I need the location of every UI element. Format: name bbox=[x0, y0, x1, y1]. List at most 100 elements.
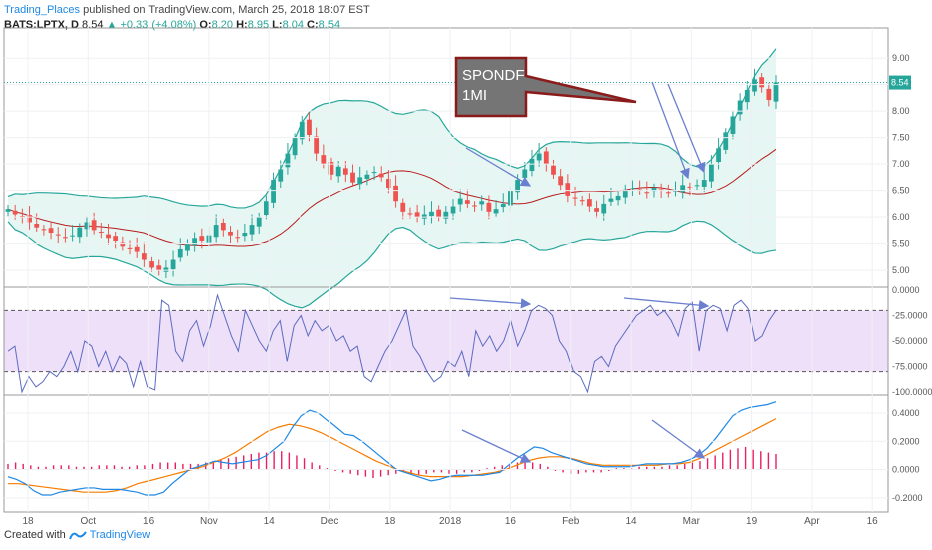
annotation-arrow bbox=[461, 429, 532, 463]
candle-body bbox=[278, 169, 284, 182]
candle-body bbox=[371, 172, 377, 174]
candle-body bbox=[486, 202, 492, 212]
x-tick-label: 14 bbox=[264, 516, 276, 527]
candle-body bbox=[77, 227, 83, 238]
candle-body bbox=[364, 174, 370, 179]
candle-body bbox=[91, 220, 97, 231]
candle-body bbox=[773, 82, 779, 102]
x-tick-label: Nov bbox=[200, 516, 218, 527]
wr-y-tick-label: -50.0000 bbox=[892, 336, 928, 346]
publisher-link[interactable]: Trading_Places bbox=[4, 4, 81, 16]
annotation-arrow bbox=[623, 297, 710, 311]
basis-line bbox=[7, 148, 777, 247]
candle-body bbox=[163, 267, 169, 272]
candle-body bbox=[515, 180, 521, 193]
price-y-tick-label: 5.50 bbox=[892, 239, 910, 249]
candle-body bbox=[34, 224, 40, 228]
candle-body bbox=[55, 234, 61, 236]
candle-body bbox=[421, 214, 427, 219]
price-y-tick-label: 5.00 bbox=[892, 265, 910, 275]
close-label: C: bbox=[307, 19, 319, 31]
candle-body bbox=[19, 216, 25, 218]
candle-body bbox=[414, 212, 420, 218]
candle-body bbox=[464, 200, 470, 204]
macd-y-tick-label: -0.2000 bbox=[892, 493, 923, 503]
price-y-tick-label: 7.50 bbox=[892, 133, 910, 143]
macd-panel bbox=[7, 401, 777, 496]
candle-body bbox=[12, 210, 18, 215]
candle-body bbox=[113, 236, 119, 241]
candle-body bbox=[393, 185, 398, 202]
candle-body bbox=[242, 233, 248, 237]
annotation-arrow bbox=[651, 81, 690, 180]
candle-body bbox=[307, 119, 312, 136]
candle-body bbox=[220, 222, 226, 231]
candle-body bbox=[70, 235, 75, 237]
candle-body bbox=[156, 265, 162, 271]
candle-body bbox=[134, 246, 140, 252]
candle-body bbox=[723, 132, 729, 150]
footer: Created with TradingView bbox=[4, 529, 150, 541]
axes: 18 Oct 16 Nov 14 Dec 18 2018 16 Feb 14 Mar 19 Apr 16 9.… bbox=[3, 27, 932, 527]
annotation-arrow bbox=[465, 147, 532, 187]
candle-body bbox=[551, 165, 556, 175]
candle-body bbox=[27, 215, 32, 223]
candle-body bbox=[622, 190, 628, 198]
candle-body bbox=[637, 189, 643, 191]
x-tick-label: Dec bbox=[321, 516, 339, 527]
bollinger-lower-line bbox=[7, 220, 777, 309]
candle-body bbox=[436, 209, 442, 218]
candle-body bbox=[141, 253, 147, 260]
candle-body bbox=[558, 176, 564, 186]
low-label: L: bbox=[272, 19, 283, 31]
candle-body bbox=[687, 186, 693, 188]
created-with-text: Created with bbox=[4, 529, 66, 541]
annotation-arrow bbox=[449, 297, 532, 309]
price-y-tick-label: 7.00 bbox=[892, 159, 910, 169]
candle-body bbox=[450, 206, 456, 214]
annotation-arrow bbox=[651, 419, 706, 459]
candle-body bbox=[644, 192, 650, 194]
candle-body bbox=[235, 237, 241, 239]
candle-body bbox=[701, 180, 707, 187]
wr-y-tick-label: -75.0000 bbox=[892, 361, 928, 371]
x-tick-label: 16 bbox=[143, 516, 155, 527]
callout-text: SPONDF bbox=[462, 67, 525, 84]
candle-body bbox=[292, 137, 298, 156]
candle-body bbox=[536, 153, 542, 161]
candle-body bbox=[386, 178, 391, 188]
candle-body bbox=[572, 197, 578, 199]
candle-body bbox=[357, 177, 363, 185]
candle-body bbox=[565, 183, 571, 196]
wr-y-tick-label: -100.0000 bbox=[892, 387, 932, 397]
x-tick-label: Apr bbox=[804, 516, 820, 527]
candle-body bbox=[443, 211, 449, 219]
x-tick-label: 19 bbox=[746, 516, 758, 527]
overbought-oversold-band bbox=[4, 310, 888, 372]
tradingview-brand[interactable]: TradingView bbox=[89, 529, 151, 541]
candle-body bbox=[615, 195, 621, 201]
candle-body bbox=[335, 166, 341, 177]
candle-body bbox=[759, 77, 765, 88]
candle-body bbox=[744, 89, 750, 103]
price-y-tick-label: 6.00 bbox=[892, 212, 910, 222]
candle-body bbox=[752, 79, 757, 92]
x-tick-label: Oct bbox=[81, 516, 97, 527]
x-tick-label: 16 bbox=[505, 516, 517, 527]
candle-body bbox=[479, 201, 485, 205]
x-tick-label: 14 bbox=[625, 516, 637, 527]
candle-body bbox=[658, 189, 664, 191]
bollinger-fill bbox=[8, 48, 776, 308]
candle-body bbox=[737, 100, 743, 115]
last-price-tag-label: 8.54 bbox=[891, 78, 909, 88]
candle-body bbox=[630, 187, 635, 189]
candle-body bbox=[457, 198, 463, 205]
candle-body bbox=[500, 203, 506, 208]
wr-y-tick-label: -25.0000 bbox=[892, 311, 928, 321]
candle-body bbox=[342, 168, 348, 175]
x-tick-label: Mar bbox=[683, 516, 701, 527]
tradingview-logo-icon bbox=[68, 530, 87, 540]
candle-body bbox=[120, 242, 126, 247]
candle-body bbox=[522, 169, 528, 178]
